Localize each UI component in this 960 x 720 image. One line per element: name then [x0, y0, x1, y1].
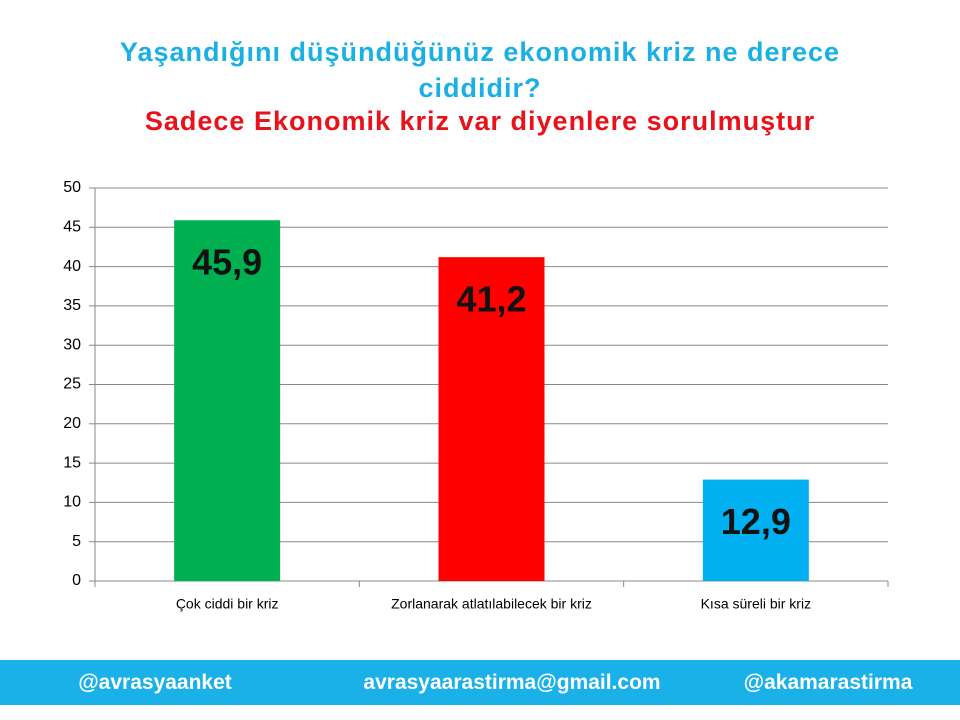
- x-tick-label: Zorlanarak atlatılabilecek bir kriz: [391, 596, 592, 612]
- y-tick-label: 35: [63, 297, 81, 314]
- chart-title: Yaşandığını düşündüğünüz ekonomik kriz n…: [119, 37, 841, 103]
- data-label: 41,2: [456, 279, 526, 320]
- data-label: 45,9: [192, 242, 262, 283]
- y-tick-label: 20: [63, 415, 81, 432]
- y-tick-label: 0: [72, 572, 81, 589]
- y-tick-label: 40: [63, 258, 81, 275]
- y-tick-label: 10: [63, 494, 81, 511]
- y-tick-label: 5: [72, 533, 81, 550]
- x-tick-label: Çok ciddi bir kriz: [176, 596, 279, 612]
- x-tick-label: Kısa süreli bir kriz: [701, 596, 811, 612]
- footer-handle: @avrasyaanket: [78, 671, 232, 694]
- bar: [702, 479, 809, 581]
- data-label: 12,9: [721, 501, 791, 542]
- chart: 0 5 10 15 20 25 30 35 40 45 50 Çok ciddi bir kriz 45…: [63, 179, 889, 612]
- y-tick-label: 15: [63, 454, 81, 471]
- y-tick-label: 25: [63, 376, 81, 393]
- footer: @avrasyaanket avrasyaarastirma@gmail.com…: [0, 660, 960, 705]
- bar: [174, 220, 281, 581]
- footer-email: avrasyaarastirma@gmail.com: [363, 671, 661, 694]
- bar: [438, 257, 545, 581]
- y-tick-label: 30: [63, 336, 81, 353]
- y-tick-label: 45: [63, 219, 81, 236]
- footer-handle: @akamarastirma: [743, 671, 913, 694]
- chart-subtitle: Sadece Ekonomik kriz var diyenlere sorul…: [144, 106, 816, 136]
- y-tick-label: 50: [63, 179, 81, 196]
